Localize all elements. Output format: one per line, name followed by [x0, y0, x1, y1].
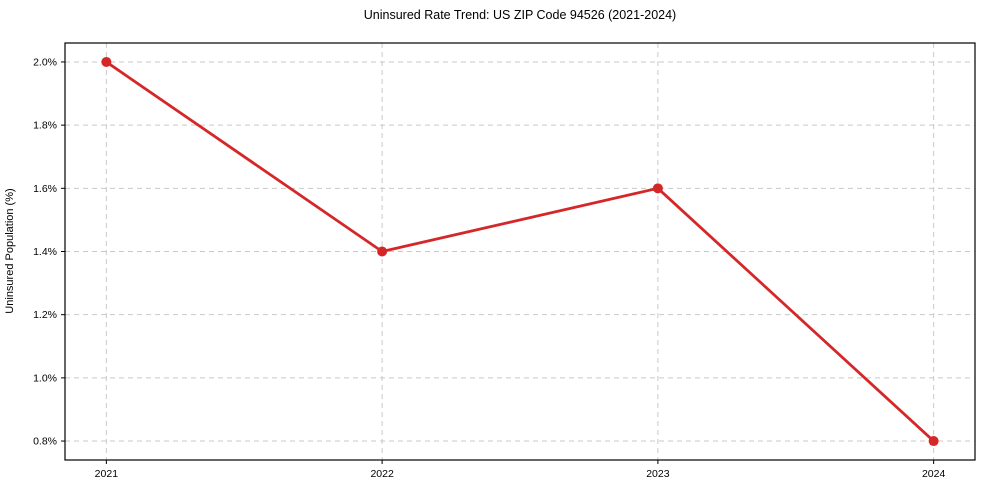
- x-tick-label: 2023: [646, 468, 670, 480]
- y-axis-label: Uninsured Population (%): [4, 188, 16, 314]
- y-tick-label: 1.0%: [33, 372, 57, 384]
- y-tick-label: 1.6%: [33, 183, 57, 195]
- data-point-marker: [652, 183, 663, 194]
- y-tick-label: 2.0%: [33, 56, 57, 68]
- x-tick-label: 2021: [95, 468, 119, 480]
- chart-title: Uninsured Rate Trend: US ZIP Code 94526 …: [363, 8, 677, 22]
- data-line: [104, 60, 936, 443]
- y-tick-label: 1.2%: [33, 309, 57, 321]
- data-point-marker: [101, 56, 112, 67]
- x-tick-label: 2024: [922, 468, 946, 480]
- x-tick-label: 2022: [370, 468, 394, 480]
- y-tick-label: 1.8%: [33, 120, 57, 132]
- data-point-marker: [377, 246, 388, 257]
- data-point-marker: [928, 436, 939, 447]
- y-tick-label: 1.4%: [33, 246, 57, 258]
- y-tick-label: 0.8%: [33, 436, 57, 448]
